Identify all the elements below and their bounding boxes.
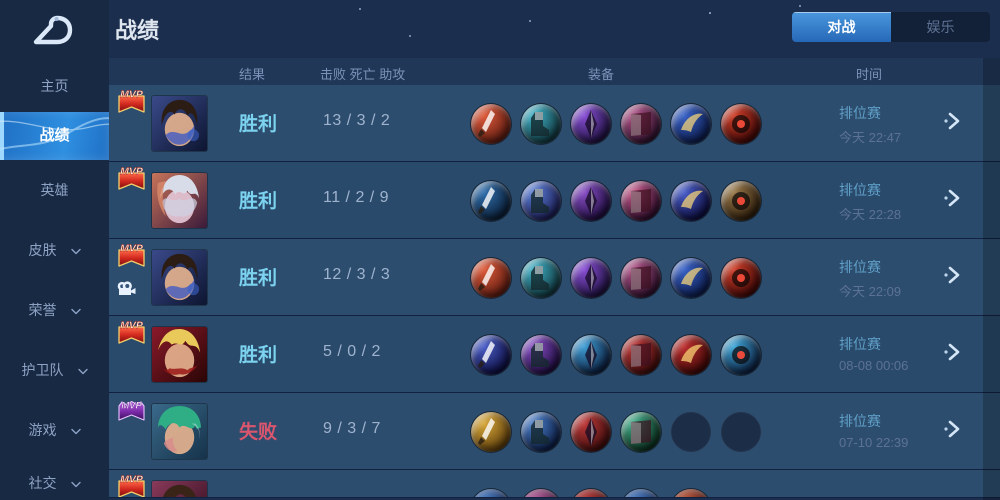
svg-text:MVP: MVP [121, 401, 142, 412]
svg-text:MVP: MVP [120, 474, 144, 486]
svg-text:MVP: MVP [120, 320, 144, 332]
svg-text:MVP: MVP [120, 243, 144, 255]
svg-text:MVP: MVP [120, 89, 144, 101]
svg-text:MVP: MVP [120, 166, 144, 178]
